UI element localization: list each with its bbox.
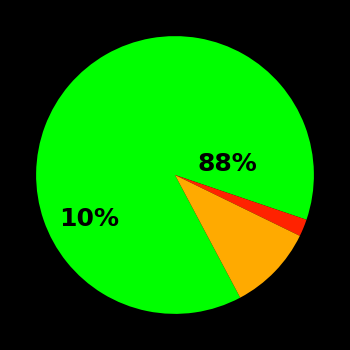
Wedge shape	[175, 175, 300, 298]
Text: 10%: 10%	[59, 208, 119, 231]
Wedge shape	[36, 36, 314, 314]
Wedge shape	[175, 175, 307, 236]
Text: 88%: 88%	[198, 152, 258, 176]
